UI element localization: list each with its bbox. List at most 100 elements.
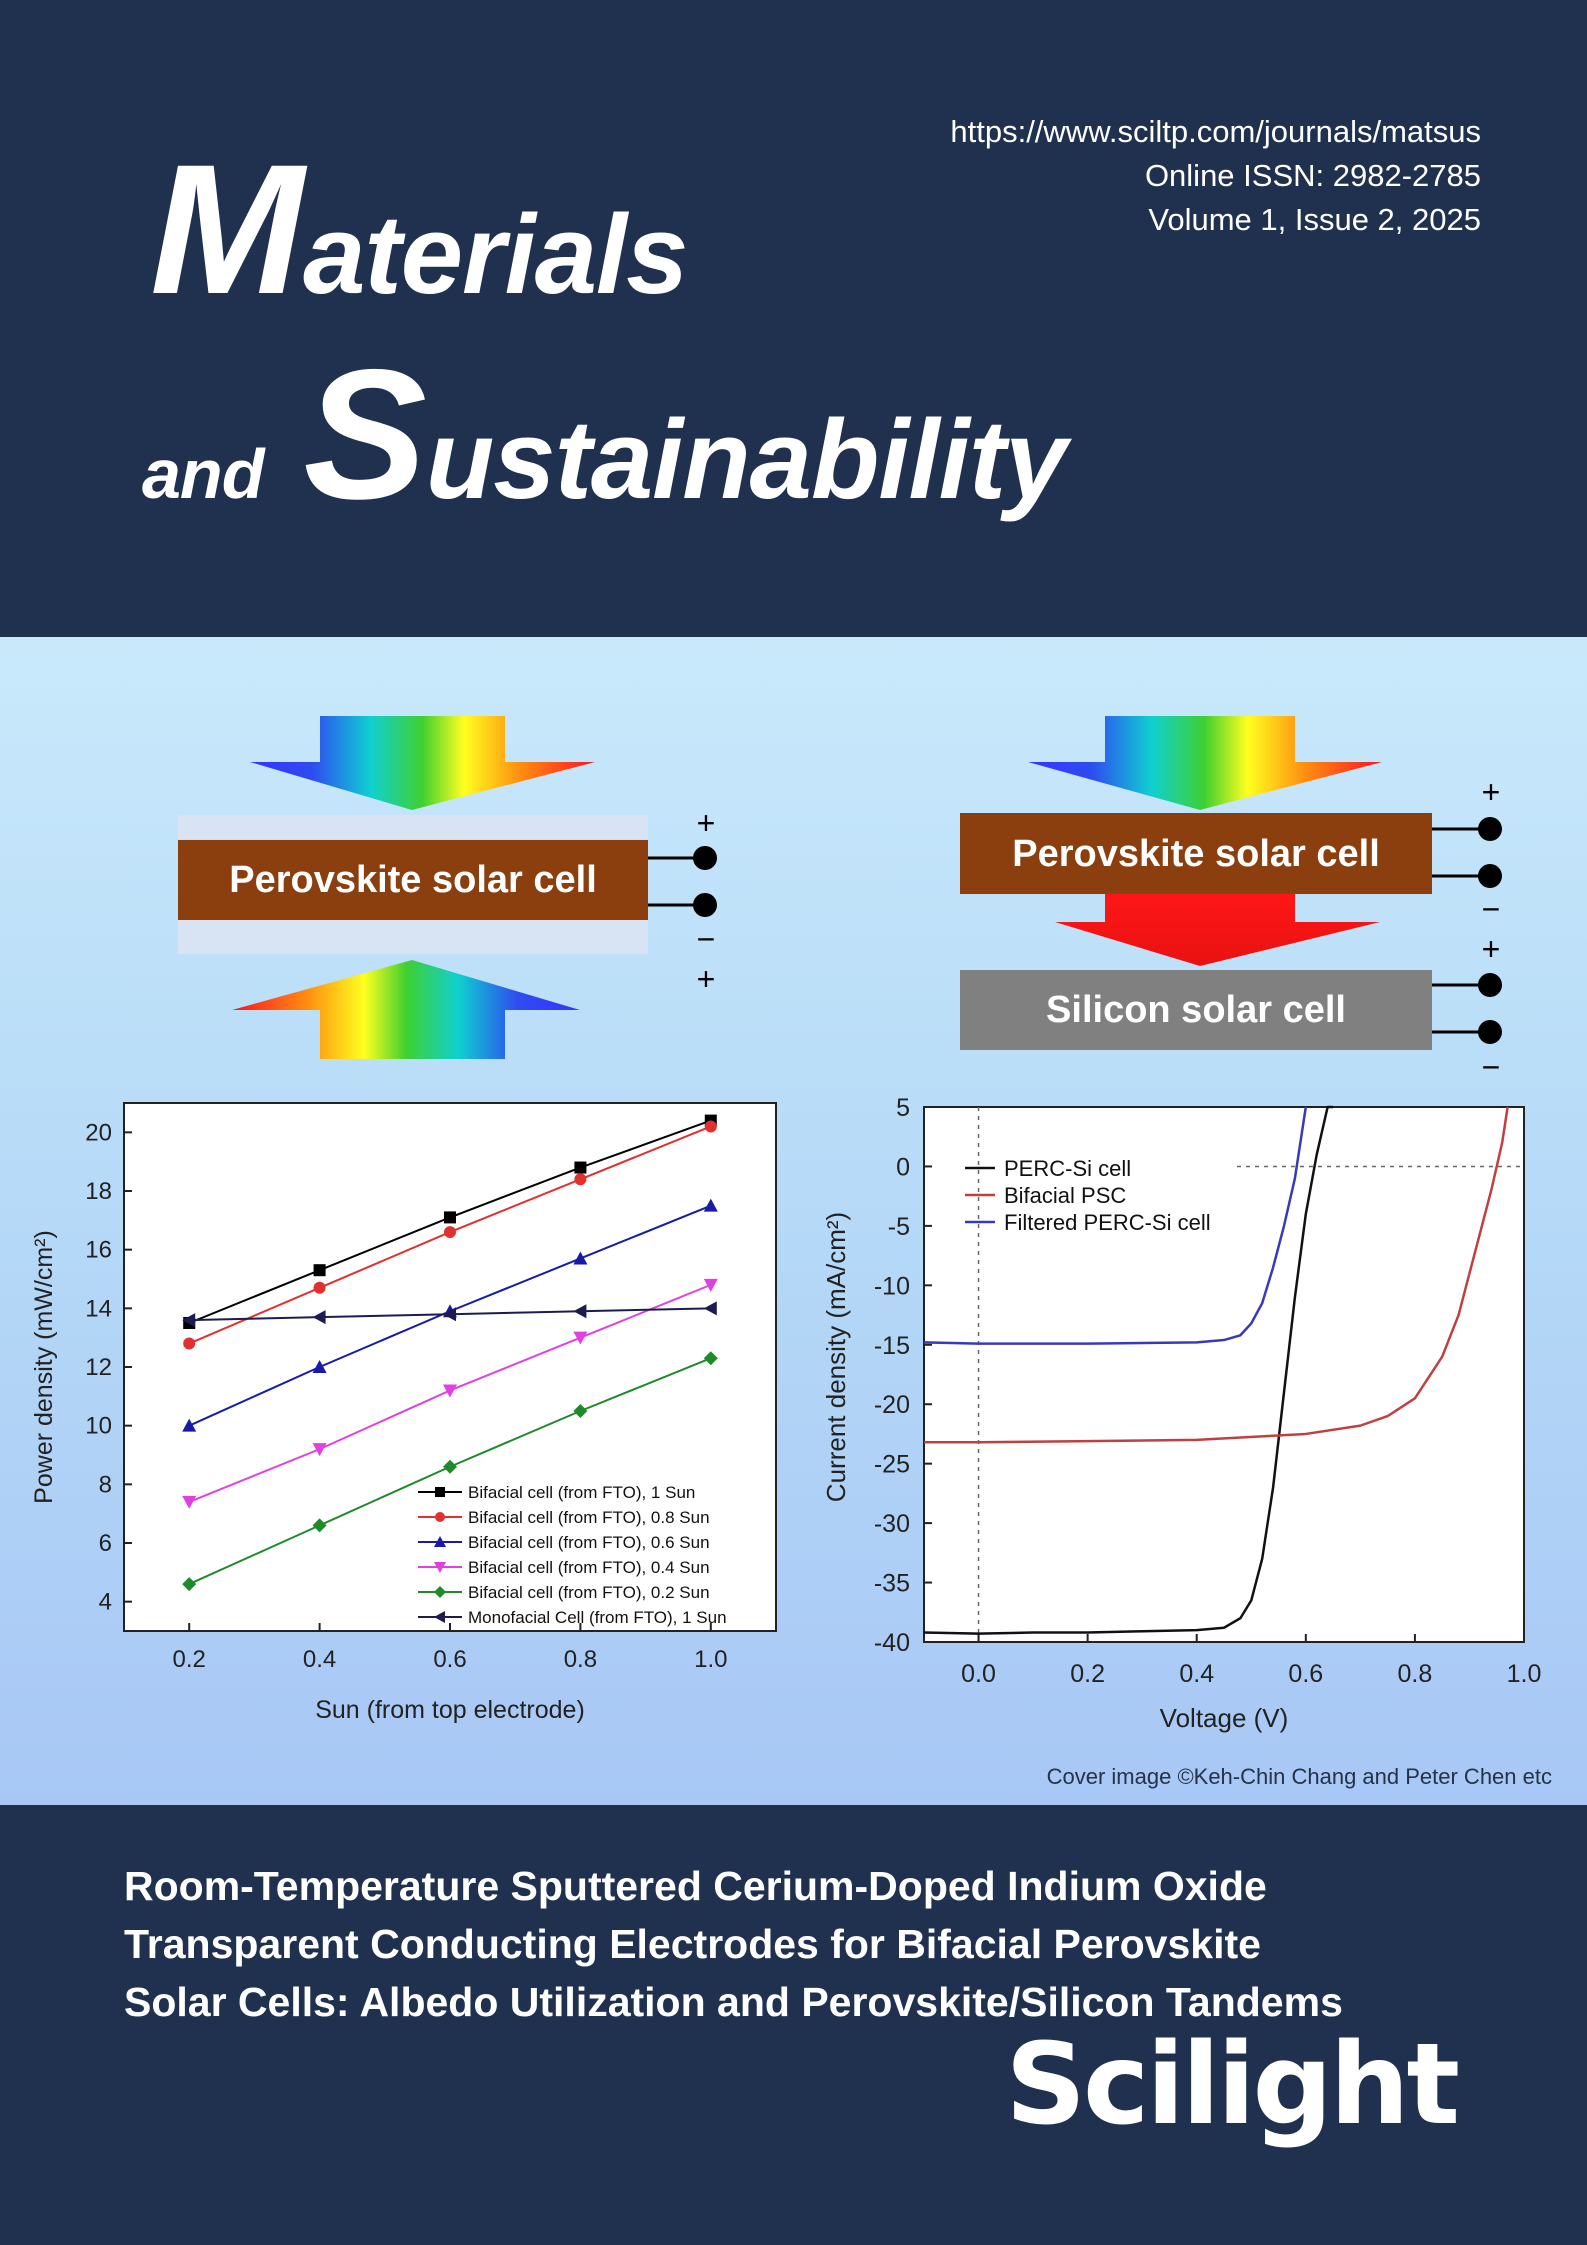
left-data-point (444, 1211, 456, 1224)
right-x-tick-label: 0.2 (1070, 1660, 1105, 1688)
right-y-tick-label: -5 (888, 1213, 910, 1241)
left-data-point (313, 1281, 326, 1294)
bottom-light-arrow (232, 960, 580, 1059)
left-y-tick-label: 14 (85, 1295, 112, 1322)
cover-footer: Room-Temperature Sputtered Cerium-Doped … (0, 1805, 1587, 2245)
left-data-point (704, 1120, 717, 1133)
left-data-point (444, 1226, 456, 1239)
left-data-point (703, 1278, 718, 1292)
right-y-tick-label: 0 (896, 1153, 910, 1181)
terminal-minus-dot (693, 893, 717, 917)
left-y-tick-label: 4 (99, 1589, 112, 1616)
pvk-plus-sign: + (1482, 774, 1501, 810)
title-materials-rest: aterials (303, 192, 688, 317)
pvk-terminal-minus-dot (1478, 864, 1502, 888)
journal-issn: Online ISSN: 2982-2785 (1144, 158, 1481, 193)
right-x-tick-label: 1.0 (1507, 1660, 1542, 1688)
cover-artwork: Perovskite solar cell + − + Perovskite s… (0, 637, 1587, 1805)
left-data-point (182, 1313, 196, 1328)
journal-meta: https://www.sciltp.com/journals/matsus O… (950, 110, 1481, 242)
cell-glass-top (178, 815, 648, 839)
silicon-cell-label: Silicon solar cell (1046, 989, 1346, 1031)
cell-glass-bottom (178, 918, 648, 954)
left-legend-marker (434, 1562, 446, 1573)
journal-title-line2: and Sustainability (142, 343, 1067, 534)
right-perovskite-label: Perovskite solar cell (1012, 833, 1380, 875)
left-y-tick-label: 12 (85, 1354, 112, 1381)
right-y-tick-label: 5 (896, 1094, 910, 1122)
si-minus-sign: − (1482, 1049, 1501, 1085)
featured-article-title[interactable]: Room-Temperature Sputtered Cerium-Doped … (124, 1857, 1504, 2031)
right-plot-area (923, 1106, 1525, 1643)
left-data-point (573, 1304, 587, 1319)
left-data-point (182, 1418, 197, 1432)
left-legend-marker (434, 1536, 446, 1547)
left-legend-marker (435, 1487, 445, 1497)
right-tandem-diagram: Perovskite solar cell Silicon solar cell… (960, 716, 1502, 1085)
left-data-point (443, 1459, 457, 1474)
right-y-tick-label: -35 (874, 1570, 910, 1598)
left-data-point (573, 1404, 588, 1418)
right-y-tick-label: -40 (874, 1629, 910, 1657)
left-data-point (182, 1577, 197, 1592)
left-y-tick-label: 10 (85, 1413, 112, 1440)
left-data-point (703, 1198, 718, 1212)
right-x-tick-label: 0.6 (1288, 1660, 1323, 1688)
left-legend-label: Monofacial Cell (from FTO), 1 Sun (468, 1608, 727, 1627)
left-bifacial-diagram: Perovskite solar cell + − + (178, 716, 717, 1059)
right-y-tick-label: -10 (874, 1272, 910, 1300)
cover-header: https://www.sciltp.com/journals/matsus O… (0, 0, 1587, 637)
si-terminal-plus-dot (1478, 973, 1502, 997)
scilight-logo: Scilight (1005, 2020, 1460, 2150)
left-y-axis-label: Power density (mW/cm²) (30, 1230, 58, 1504)
right-y-tick-label: -30 (874, 1510, 910, 1538)
right-series-curve (923, 1105, 1334, 1635)
left-data-point (574, 1173, 587, 1186)
left-legend-marker (434, 1611, 445, 1623)
right-y-tick-label: -25 (874, 1451, 910, 1479)
left-data-point (703, 1301, 717, 1316)
artwork-svg: Perovskite solar cell + − + Perovskite s… (30, 716, 1541, 1733)
left-x-axis-label: Sun (from top electrode) (315, 1696, 585, 1724)
left-cell-label: Perovskite solar cell (229, 859, 597, 901)
left-data-point (312, 1518, 327, 1533)
article-title-line3: Solar Cells: Albedo Utilization and Pero… (124, 1979, 1343, 2025)
left-x-tick-label: 0.6 (433, 1646, 466, 1673)
left-y-tick-label: 20 (85, 1119, 112, 1146)
right-x-tick-label: 0.8 (1398, 1660, 1433, 1688)
right-y-axis-label: Current density (mA/cm²) (821, 1212, 851, 1502)
left-data-point (312, 1310, 326, 1325)
right-perovskite-cell (960, 813, 1432, 894)
left-data-point (573, 1331, 588, 1345)
right-x-tick-label: 0.4 (1179, 1660, 1214, 1688)
title-sustainability-rest: ustainability (425, 397, 1067, 522)
left-x-tick-label: 1.0 (694, 1646, 727, 1673)
terminal-plus-dot (693, 846, 717, 870)
left-data-point (443, 1307, 456, 1322)
right-series-curve (924, 1106, 1509, 1444)
journal-url[interactable]: https://www.sciltp.com/journals/matsus (950, 114, 1481, 149)
plus-sign: + (697, 805, 716, 841)
right-legend-label: PERC-Si cell (1004, 1156, 1131, 1181)
si-terminal-minus-dot (1478, 1020, 1502, 1044)
journal-title-line1: Materials (150, 138, 688, 323)
left-legend-label: Bifacial cell (from FTO), 0.2 Sun (468, 1583, 710, 1602)
left-data-point (313, 1264, 326, 1277)
journal-volume: Volume 1, Issue 2, 2025 (1148, 202, 1481, 237)
cover-image-credit: Cover image ©Keh-Chin Chang and Peter Ch… (1046, 1764, 1552, 1789)
left-data-point (312, 1360, 327, 1373)
title-and: and (142, 435, 264, 513)
article-title-line1: Room-Temperature Sputtered Cerium-Doped … (124, 1863, 1267, 1909)
left-y-tick-label: 6 (99, 1530, 112, 1557)
left-data-point (443, 1384, 457, 1398)
left-x-tick-label: 0.8 (564, 1646, 597, 1673)
left-legend-label: Bifacial cell (from FTO), 0.4 Sun (468, 1558, 710, 1577)
pvk-minus-sign: − (1482, 891, 1501, 927)
right-y-tick-label: -15 (874, 1332, 910, 1360)
left-x-tick-label: 0.4 (303, 1646, 336, 1673)
jv-curve-chart: 0.0 0.2 0.4 0.6 0.8 1.0 5 0 -5 -10 -15 -20 -25 -30 -35… (821, 1094, 1541, 1733)
left-data-point (183, 1337, 196, 1350)
left-legend-label: Bifacial cell (from FTO), 0.8 Sun (468, 1508, 710, 1527)
left-legend-marker (435, 1512, 445, 1522)
left-data-point (703, 1351, 718, 1366)
